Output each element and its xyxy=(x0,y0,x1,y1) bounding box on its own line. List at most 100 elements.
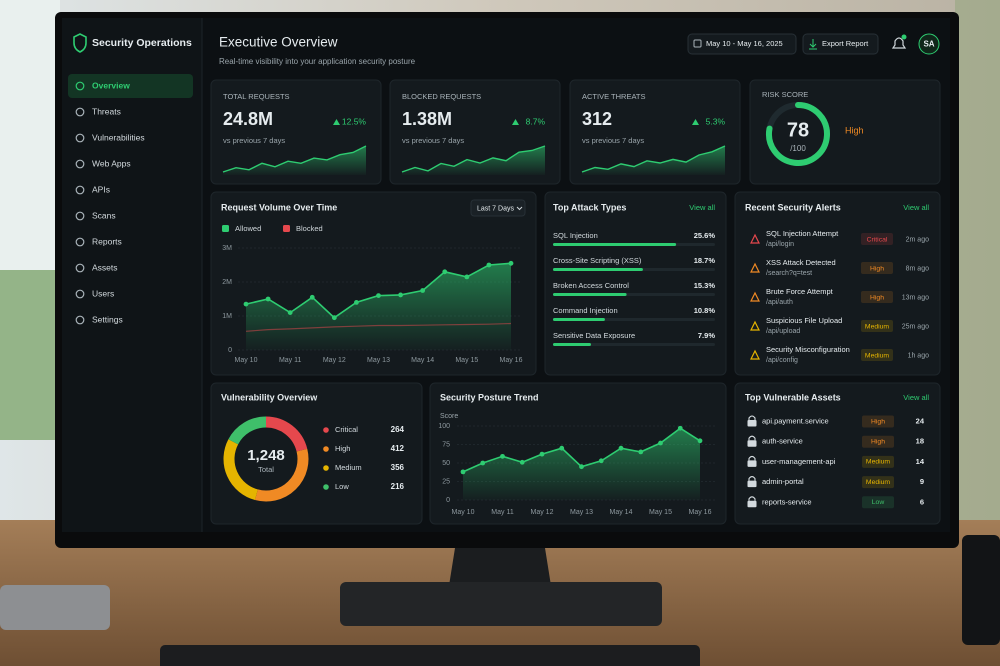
point xyxy=(420,288,426,293)
card-title: Recent Security Alerts xyxy=(745,202,841,212)
lock-body xyxy=(747,420,757,427)
severity: Medium xyxy=(866,459,891,466)
attack-percent: 25.6% xyxy=(694,231,716,240)
avatar[interactable] xyxy=(918,33,940,55)
point xyxy=(618,445,624,451)
date-range[interactable]: May 10 - May 16, 2025 xyxy=(706,39,783,48)
sparkline xyxy=(401,145,546,173)
kpi-change: 5.3% xyxy=(706,116,726,126)
sparkline-area xyxy=(223,146,366,175)
y-tick-label: 0 xyxy=(228,347,232,354)
view-all[interactable]: View all xyxy=(903,203,929,212)
lock-icon xyxy=(748,435,756,441)
alert-title: Brute Force Attempt xyxy=(766,287,834,296)
severity-badge xyxy=(862,455,894,468)
alert-path: /api/config xyxy=(766,357,798,364)
asset-name: admin-portal xyxy=(762,477,804,486)
view-all[interactable]: View all xyxy=(689,203,715,212)
donut-segment xyxy=(265,416,308,452)
up-arrow xyxy=(692,119,699,125)
alert-icon xyxy=(750,262,760,273)
avatar-initials[interactable]: SA xyxy=(923,40,934,49)
lock-body xyxy=(747,480,757,488)
nav-item[interactable]: Settings xyxy=(92,314,123,324)
x-tick-label: May 14 xyxy=(411,357,434,364)
kpi-note: vs previous 7 days xyxy=(402,136,464,145)
nav-item[interactable]: Threats xyxy=(92,106,121,116)
donut-segment xyxy=(255,448,309,502)
point xyxy=(508,260,514,266)
nav-item[interactable]: Users xyxy=(92,288,114,298)
card xyxy=(734,191,941,376)
lock-icon xyxy=(748,455,756,461)
nav-item[interactable]: Vulnerabilities xyxy=(92,132,145,142)
page-subtitle: Real-time visibility into your applicati… xyxy=(219,57,416,66)
kpi-note: vs previous 7 days xyxy=(223,136,285,145)
attack-name: Command Injection xyxy=(553,306,618,315)
asset-name: auth-service xyxy=(762,437,803,446)
severity-badge xyxy=(861,320,893,332)
x-tick-label: May 10 xyxy=(235,357,258,364)
nav-item[interactable]: Overview xyxy=(92,80,130,90)
nav-item[interactable]: Scans xyxy=(92,210,116,220)
point xyxy=(559,445,565,451)
export-label[interactable]: Export Report xyxy=(822,39,869,48)
donut-segment xyxy=(223,439,259,501)
point xyxy=(480,460,486,466)
asset-count: 14 xyxy=(916,457,925,466)
severity: High xyxy=(870,265,884,272)
attack-name: Broken Access Control xyxy=(553,281,629,290)
monitor-neck xyxy=(448,548,552,592)
nav-icon xyxy=(75,159,85,169)
legend-swatch xyxy=(283,225,290,232)
severity: Medium xyxy=(865,323,890,330)
lock-icon xyxy=(748,415,756,420)
point xyxy=(354,300,359,305)
sparkline-area xyxy=(402,146,545,175)
alert-path: /api/auth xyxy=(766,299,793,306)
legend-dot xyxy=(323,427,329,433)
x-tick-label: May 16 xyxy=(689,509,712,516)
bar xyxy=(553,243,677,246)
card-title: Top Vulnerable Assets xyxy=(745,392,841,402)
kpi-change: 8.7% xyxy=(526,116,546,126)
x-tick-label: May 12 xyxy=(531,509,554,516)
alert-icon xyxy=(750,233,760,244)
asset-name: reports-service xyxy=(762,497,812,506)
y-axis-label: Score xyxy=(440,413,458,420)
legend-dot xyxy=(323,465,329,471)
legend-dot xyxy=(323,446,329,452)
bell-icon[interactable] xyxy=(891,37,907,49)
asset-name: user-management-api xyxy=(762,457,836,466)
date-picker[interactable] xyxy=(687,33,797,55)
range-label[interactable]: Last 7 Days xyxy=(477,205,514,212)
bar-track xyxy=(553,343,715,346)
plants xyxy=(955,0,1000,520)
legend-value: 356 xyxy=(391,463,405,472)
kpi-value: 1.38M xyxy=(402,109,452,129)
point xyxy=(331,315,337,321)
nav-item[interactable]: Web Apps xyxy=(92,158,131,168)
point xyxy=(486,262,492,268)
alert-path: /api/login xyxy=(766,241,794,248)
nav-item[interactable]: Reports xyxy=(92,236,122,246)
range-dropdown[interactable] xyxy=(470,199,526,217)
severity-badge xyxy=(862,435,894,448)
attack-name: Cross-Site Scripting (XSS) xyxy=(553,256,642,265)
x-tick-label: May 14 xyxy=(610,509,633,516)
donut-total-label: Total xyxy=(258,465,274,474)
bar xyxy=(553,268,643,271)
alert-title: Security Misconfiguration xyxy=(766,345,850,354)
attack-percent: 10.8% xyxy=(694,306,716,315)
view-all[interactable]: View all xyxy=(903,393,929,402)
nav-item[interactable]: Assets xyxy=(92,262,118,272)
nav-item[interactable]: APIs xyxy=(92,184,110,194)
alert-icon xyxy=(750,320,760,331)
chart-title: Security Posture Trend xyxy=(440,392,539,402)
series-line xyxy=(245,322,512,332)
export-button[interactable] xyxy=(802,33,879,55)
card xyxy=(734,382,941,525)
x-tick-label: May 11 xyxy=(279,357,302,364)
point xyxy=(287,310,293,315)
point xyxy=(243,301,249,307)
